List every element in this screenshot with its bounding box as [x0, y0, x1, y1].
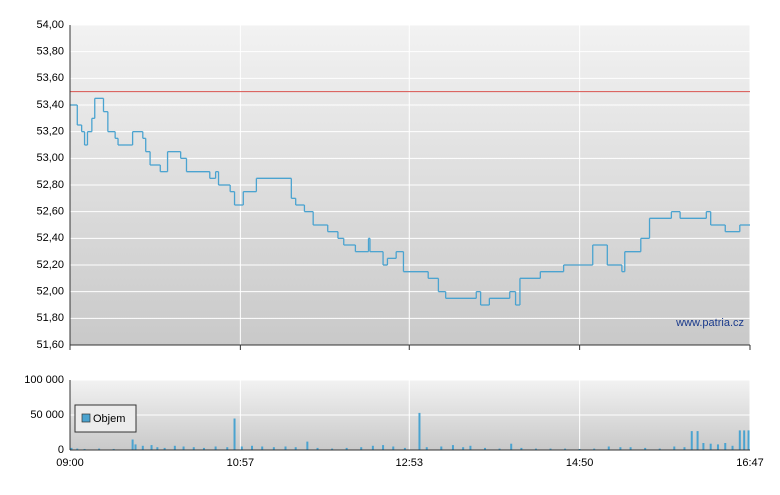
volume-bar	[134, 444, 137, 450]
y-tick-label: 53,80	[36, 46, 64, 58]
volume-bar	[163, 447, 166, 450]
volume-bar	[240, 446, 243, 450]
volume-bar	[141, 445, 144, 450]
y-tick-label: 53,60	[36, 72, 64, 84]
x-tick-label: 16:47	[736, 457, 764, 469]
volume-bar	[331, 448, 334, 450]
volume-bar	[403, 447, 406, 450]
volume-bar	[578, 448, 581, 450]
y-tick-label: 52,20	[36, 259, 64, 271]
volume-bar	[202, 447, 205, 450]
y-tick-label: 0	[58, 444, 64, 456]
volume-bar	[382, 445, 385, 450]
volume-bar	[607, 446, 610, 450]
volume-bar	[498, 448, 501, 450]
volume-bar	[112, 448, 115, 450]
volume-bar	[182, 446, 185, 450]
y-tick-label: 52,40	[36, 232, 64, 244]
volume-bar	[564, 448, 567, 450]
volume-bar	[743, 430, 746, 450]
volume-bar	[261, 446, 264, 450]
volume-bar	[272, 447, 275, 450]
volume-bar	[702, 443, 705, 450]
volume-bar	[440, 446, 443, 450]
x-tick-label: 14:50	[566, 457, 594, 469]
y-tick-label: 51,80	[36, 312, 64, 324]
volume-bar	[371, 445, 374, 450]
volume-bar	[462, 447, 465, 450]
volume-bar	[392, 446, 395, 450]
volume-bar	[747, 430, 750, 450]
volume-bar	[214, 446, 217, 450]
y-tick-label: 52,60	[36, 206, 64, 218]
volume-bar	[696, 431, 699, 450]
volume-bar	[619, 447, 622, 450]
legend-swatch	[81, 413, 91, 423]
y-tick-label: 53,40	[36, 99, 64, 111]
volume-bar	[716, 444, 719, 450]
y-tick-label: 50 000	[30, 409, 64, 421]
y-tick-label: 54,00	[36, 19, 64, 31]
volume-bar	[83, 448, 86, 450]
volume-bar	[192, 447, 195, 450]
volume-bar	[469, 445, 472, 450]
volume-bar	[709, 443, 712, 450]
legend-label: Objem	[93, 413, 125, 425]
volume-bar	[690, 431, 693, 450]
volume-bar	[418, 412, 421, 450]
volume-bar	[226, 447, 229, 450]
volume-bar	[534, 448, 537, 450]
volume-bar	[284, 446, 287, 450]
volume-bar	[76, 448, 79, 450]
volume-bar	[98, 448, 101, 450]
volume-bar	[629, 447, 632, 450]
volume-bar	[294, 447, 297, 450]
volume-bar	[673, 446, 676, 450]
y-tick-label: 53,00	[36, 152, 64, 164]
y-tick-label: 52,00	[36, 286, 64, 298]
volume-bar	[683, 447, 686, 450]
volume-bar	[156, 447, 159, 450]
volume-bar	[150, 445, 153, 450]
volume-bar	[451, 445, 454, 450]
y-tick-label: 100 000	[24, 374, 64, 386]
volume-bar	[425, 447, 428, 450]
volume-bar	[306, 441, 309, 450]
volume-bar	[738, 430, 741, 450]
volume-bar	[345, 447, 348, 450]
volume-bar	[593, 448, 596, 450]
volume-bar	[549, 448, 552, 450]
volume-bar	[483, 447, 486, 450]
volume-bar	[724, 443, 727, 450]
volume-bar	[360, 447, 363, 450]
x-tick-label: 09:00	[56, 457, 84, 469]
x-tick-label: 10:57	[227, 457, 255, 469]
volume-bar	[173, 445, 176, 450]
volume-bar	[658, 448, 661, 450]
volume-bar	[233, 418, 236, 450]
y-tick-label: 53,20	[36, 126, 64, 138]
volume-bar	[731, 445, 734, 450]
x-tick-label: 12:53	[396, 457, 424, 469]
volume-bar	[316, 447, 319, 450]
volume-bar	[510, 443, 513, 450]
volume-bar	[520, 447, 523, 450]
volume-bar	[251, 445, 254, 450]
volume-bar	[70, 447, 73, 450]
volume-bar	[131, 439, 134, 450]
volume-bar	[644, 447, 647, 450]
y-tick-label: 51,60	[36, 339, 64, 351]
watermark: www.patria.cz	[675, 317, 744, 329]
y-tick-label: 52,80	[36, 179, 64, 191]
